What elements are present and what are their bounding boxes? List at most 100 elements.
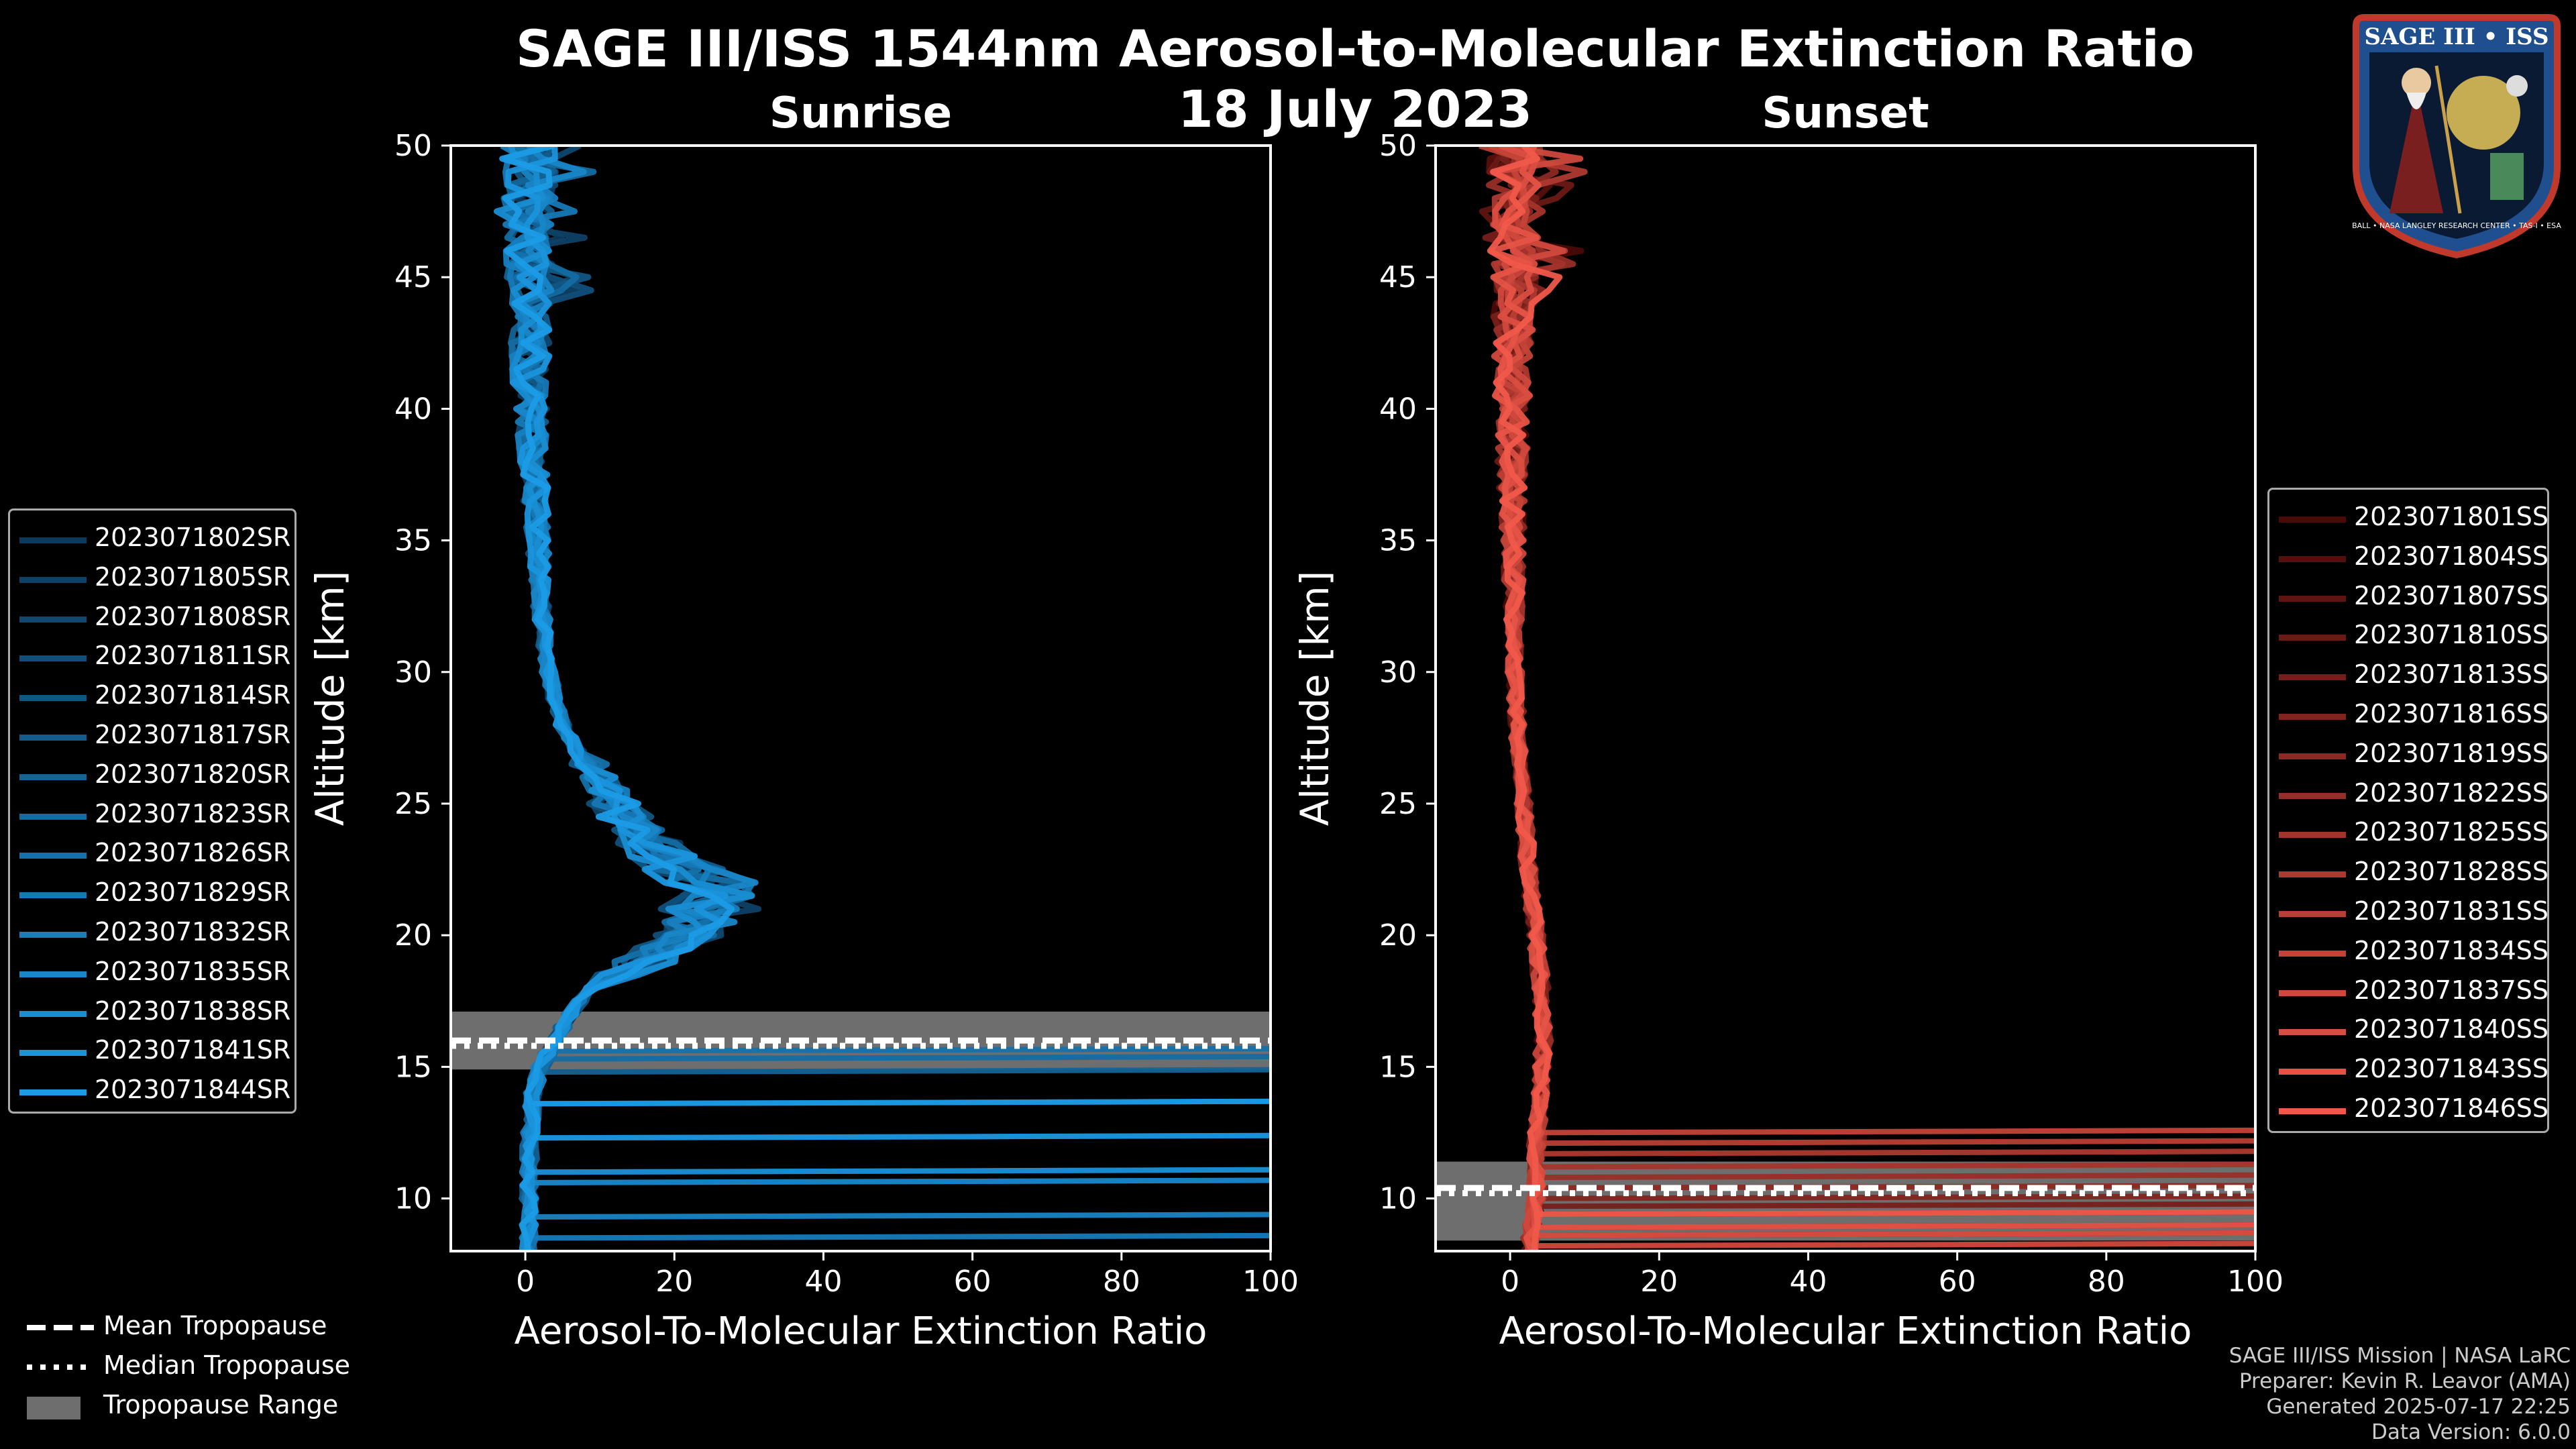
series-2023071844SR: [499, 146, 735, 1251]
legend-label: 2023071810SS: [2354, 620, 2549, 650]
credits-generated: Generated 2025-07-17 22:25: [2266, 1395, 2571, 1419]
legend-item-2023071826SR: 2023071826SR: [10, 835, 294, 874]
series-2023071834SS-spike: [1537, 1127, 2255, 1136]
legend-swatch: [2279, 1108, 2346, 1114]
legend-item-2023071810SS: 2023071810SS: [2269, 617, 2549, 656]
series-2023071829SR-spike: [529, 1232, 1271, 1241]
legend-swatch: [2279, 1029, 2346, 1036]
legend-item-2023071802SR: 2023071802SR: [10, 520, 294, 559]
sunset-ytick-label: 20: [1379, 918, 1417, 953]
credits-preparer: Preparer: Kevin R. Leavor (AMA): [2239, 1369, 2571, 1393]
legend-label: 2023071808SR: [95, 601, 291, 631]
series-2023071837SS-spike: [1529, 1240, 2255, 1249]
sunrise-xtick-label: 100: [1242, 1265, 1299, 1299]
legend-item-2023071838SR: 2023071838SR: [10, 994, 294, 1032]
legend-swatch: [2279, 989, 2346, 996]
series-2023071835SR-spike: [529, 1177, 1271, 1185]
legend-swatch: [19, 892, 87, 899]
legend-swatch: [2279, 674, 2346, 681]
legend-item-2023071831SS: 2023071831SS: [2269, 894, 2548, 932]
legend-item-2023071813SS: 2023071813SS: [2269, 657, 2549, 696]
sunset-plot-area: [1436, 146, 2255, 1251]
sunrise-ytick-label: 10: [394, 1182, 432, 1216]
legend-swatch: [19, 853, 87, 859]
sunrise-ytick-label: 40: [394, 392, 432, 426]
sunrise-ytick-label: 25: [394, 787, 432, 821]
legend-swatch: [19, 655, 87, 662]
sunrise-plot-area: [451, 146, 1271, 1251]
sage-iii-iss-logo: SAGE III • ISS BALL • NASA LANGLEY RESEA…: [2352, 14, 2561, 259]
legend-item-2023071811SR: 2023071811SR: [10, 638, 294, 677]
sunset-ytick-label: 30: [1379, 655, 1417, 690]
legend-item-2023071825SS: 2023071825SS: [2269, 814, 2549, 853]
sunrise-xtick-label: 20: [655, 1265, 693, 1299]
legend-label: 2023071838SR: [95, 996, 291, 1026]
series-2023071825SS-spike: [1536, 1161, 2255, 1170]
credits-data-version: Data Version: 6.0.0: [2371, 1420, 2571, 1444]
legend-swatch: [2279, 832, 2346, 839]
sunset-xtick-label: 40: [1789, 1265, 1827, 1299]
legend-label: 2023071825SS: [2354, 817, 2549, 847]
legend-label: 2023071834SS: [2354, 935, 2549, 965]
legend-item-2023071805SR: 2023071805SR: [10, 559, 294, 598]
legend-label: 2023071835SR: [95, 956, 291, 986]
legend-swatch: [2279, 714, 2346, 720]
legend-swatch: [19, 576, 87, 583]
legend-label: 2023071832SR: [95, 917, 291, 947]
series-2023071831SS-spike: [1536, 1138, 2255, 1146]
legend-label: 2023071823SR: [95, 798, 291, 828]
sunset-plot: 0 20 40 60 80 100 10 15 20 25 30 35 40 45 50 Aerosol-To…: [1292, 129, 2284, 1353]
legend-label: 2023071846SS: [2354, 1093, 2549, 1123]
sunrise-ytick-label: 30: [394, 655, 432, 690]
sunset-ytick-label: 45: [1379, 260, 1417, 294]
legend-swatch: [19, 813, 87, 820]
series-2023071838SR-spike: [529, 1167, 1271, 1175]
legend-item-2023071835SR: 2023071835SR: [10, 954, 294, 993]
sunset-xtick-label: 60: [1939, 1265, 1976, 1299]
legend-item-2023071837SS: 2023071837SS: [2269, 973, 2548, 1012]
legend-item-2023071808SR: 2023071808SR: [10, 599, 294, 638]
legend-item-2023071846SS: 2023071846SS: [2269, 1091, 2549, 1130]
sunset-ytick-label: 40: [1379, 392, 1417, 426]
sunrise-ytick-label: 15: [394, 1050, 432, 1084]
legend-label: 2023071807SS: [2354, 580, 2549, 610]
legend-label: 2023071844SR: [95, 1075, 291, 1105]
legend-item-2023071834SS: 2023071834SS: [2269, 933, 2549, 972]
series-2023071840SS-spike: [1531, 1230, 2255, 1238]
legend-item-2023071807SS: 2023071807SS: [2269, 578, 2549, 617]
legend-swatch: [2279, 595, 2346, 602]
sunrise-ylabel: Altitude [km]: [307, 571, 353, 826]
sunset-ytick-label: 10: [1379, 1182, 1417, 1216]
legend-label: 2023071801SS: [2354, 502, 2549, 531]
sunrise-ytick-label: 50: [394, 129, 432, 163]
legend-swatch: [19, 1010, 87, 1017]
sunset-panel-title: Sunset: [1762, 89, 1929, 138]
legend-label: 2023071828SS: [2354, 857, 2549, 887]
legend-label: 2023071826SR: [95, 838, 291, 868]
chart-title: SAGE III/ISS 1544nm Aerosol-to-Molecular…: [515, 19, 2195, 78]
legend-item-2023071844SR: 2023071844SR: [10, 1072, 294, 1111]
legend-label: 2023071814SR: [95, 680, 291, 710]
legend-swatch: [2279, 1069, 2346, 1075]
sunset-ytick-label: 25: [1379, 787, 1417, 821]
legend-item-2023071840SS: 2023071840SS: [2269, 1012, 2549, 1051]
sunrise-xtick-label: 60: [954, 1265, 991, 1299]
sunset-ylabel: Altitude [km]: [1292, 571, 1338, 826]
sunset-axes-frame: [1434, 144, 2257, 1252]
credits: SAGE III/ISS Mission | NASA LaRC Prepare…: [2229, 1343, 2571, 1445]
sunrise-plot: 0 20 40 60 80 100 10 15 20 25 30 35 40 45 50 Aerosol-To…: [307, 129, 1299, 1353]
legend-swatch: [19, 735, 87, 741]
legend-swatch: [19, 616, 87, 623]
legend-item-2023071829SR: 2023071829SR: [10, 875, 294, 914]
legend-swatch: [2279, 911, 2346, 917]
legend-swatch: [19, 932, 87, 938]
legend-label: 2023071840SS: [2354, 1014, 2549, 1044]
sunrise-xtick-label: 0: [516, 1265, 535, 1299]
sunset-ytick-label: 15: [1379, 1050, 1417, 1084]
legend-item-2023071804SS: 2023071804SS: [2269, 539, 2548, 578]
legend-label: 2023071820SR: [95, 759, 291, 789]
legend-label: 2023071805SR: [95, 561, 291, 592]
credits-mission: SAGE III/ISS Mission | NASA LaRC: [2229, 1344, 2571, 1368]
legend-label: 2023071813SS: [2354, 659, 2549, 690]
legend-swatch: [2279, 517, 2346, 523]
